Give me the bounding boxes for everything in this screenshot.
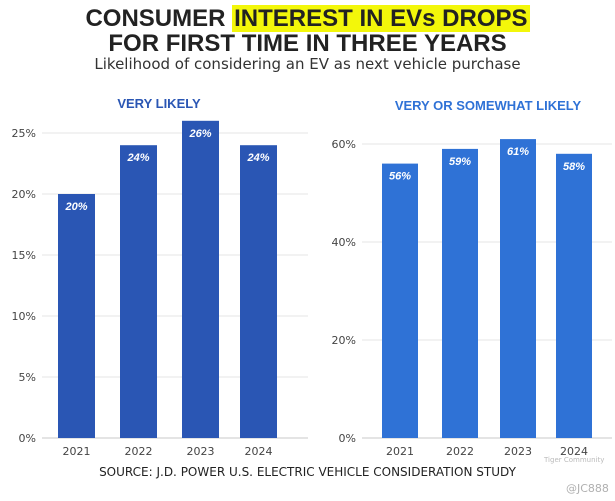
x-tick-label: 2023 <box>504 445 532 458</box>
title-highlight: INTEREST IN EVs DROPS <box>232 5 530 32</box>
y-tick-label: 25% <box>12 127 36 140</box>
panel-title: VERY LIKELY <box>117 96 201 111</box>
y-tick-label: 10% <box>12 310 36 323</box>
bar <box>500 139 536 438</box>
bar <box>442 148 478 438</box>
data-label: 20% <box>64 201 87 213</box>
y-tick-label: 5% <box>19 371 36 384</box>
panel-title: VERY OR SOMEWHAT LIKELY <box>395 98 582 113</box>
y-tick-label: 0% <box>339 432 356 445</box>
data-label: 56% <box>389 171 411 183</box>
x-tick-label: 2022 <box>125 445 153 458</box>
data-label: 58% <box>563 161 585 173</box>
data-label: 26% <box>188 128 211 140</box>
bar <box>556 153 592 439</box>
watermark-small: Tiger Community <box>544 456 605 464</box>
source-note: SOURCE: J.D. POWER U.S. ELECTRIC VEHICLE… <box>99 465 516 479</box>
data-label: 24% <box>246 152 269 164</box>
chart-title-line2: FOR FIRST TIME IN THREE YEARS <box>108 30 507 57</box>
y-tick-label: 20% <box>332 334 356 347</box>
bar <box>58 194 95 438</box>
y-tick-label: 60% <box>332 138 356 151</box>
bar <box>240 145 277 438</box>
x-tick-label: 2024 <box>245 445 273 458</box>
x-tick-label: 2021 <box>63 445 91 458</box>
bar <box>382 163 418 438</box>
bar <box>120 145 157 438</box>
y-tick-label: 20% <box>12 188 36 201</box>
x-tick-label: 2024 <box>560 445 588 458</box>
title-prefix: CONSUMER <box>85 5 233 32</box>
y-tick-label: 0% <box>19 432 36 445</box>
data-label: 59% <box>449 156 471 168</box>
chart-title-line1: CONSUMER INTEREST IN EVs DROPS <box>0 5 615 32</box>
bar <box>182 120 219 439</box>
data-label: 24% <box>126 152 149 164</box>
x-tick-label: 2023 <box>187 445 215 458</box>
y-tick-label: 40% <box>332 236 356 249</box>
x-tick-label: 2021 <box>386 445 414 458</box>
watermark-handle: @JC888 <box>566 482 609 495</box>
chart-subtitle: Likelihood of considering an EV as next … <box>94 55 521 73</box>
y-tick-label: 15% <box>12 249 36 262</box>
x-tick-label: 2022 <box>446 445 474 458</box>
data-label: 61% <box>507 146 529 158</box>
